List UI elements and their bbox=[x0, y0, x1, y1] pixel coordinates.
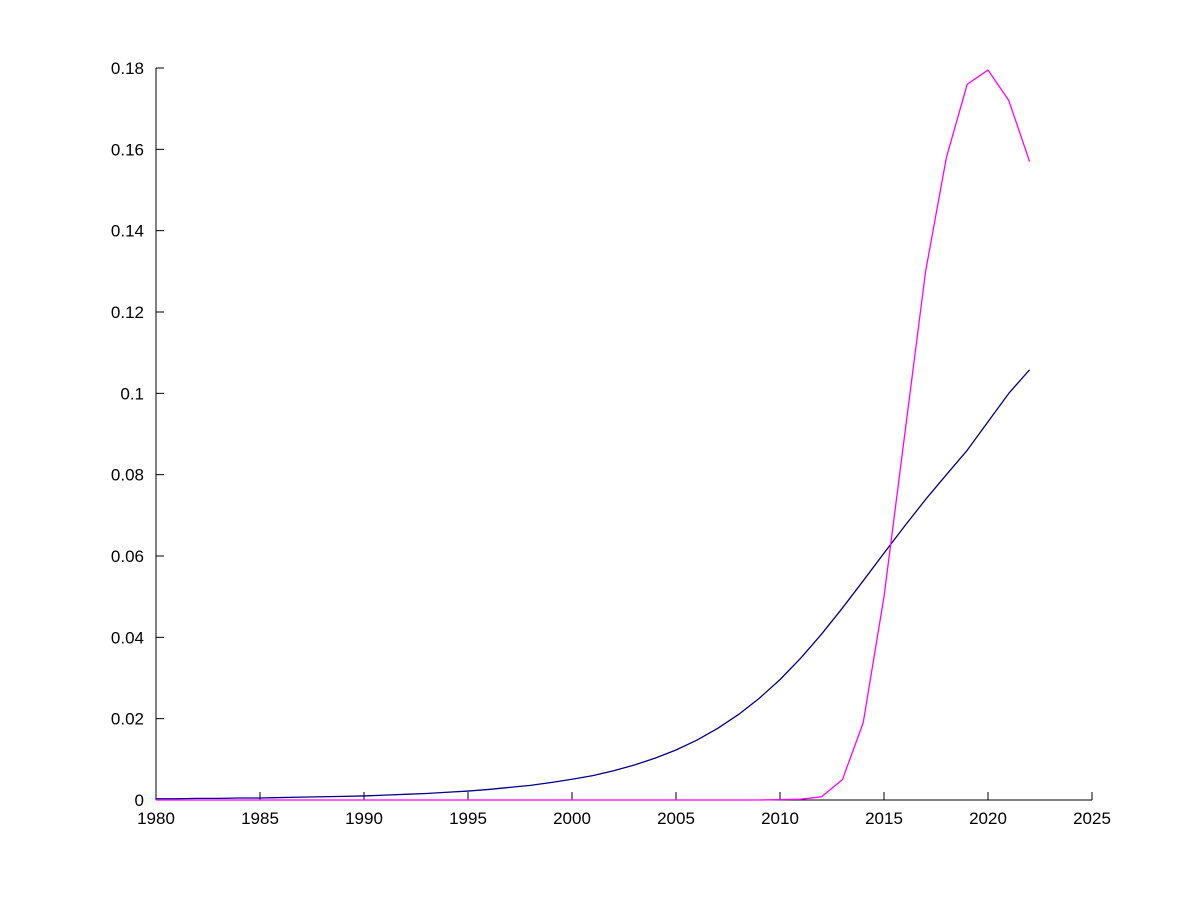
y-tick-label: 0.14 bbox=[111, 222, 144, 241]
y-tick-label: 0 bbox=[135, 791, 144, 810]
x-tick-label: 2005 bbox=[657, 809, 695, 828]
y-tick-label: 0.18 bbox=[111, 59, 144, 78]
x-tick-label: 2000 bbox=[553, 809, 591, 828]
series-line-blue bbox=[156, 369, 1031, 800]
x-tick-label: 2020 bbox=[969, 809, 1007, 828]
x-tick-label: 1985 bbox=[241, 809, 279, 828]
y-tick-label: 0.12 bbox=[111, 303, 144, 322]
x-tick-label: 1995 bbox=[449, 809, 487, 828]
y-tick-label: 0.16 bbox=[111, 140, 144, 159]
x-tick-label: 2025 bbox=[1073, 809, 1111, 828]
y-tick-label: 0.1 bbox=[120, 384, 144, 403]
x-tick-label: 2010 bbox=[761, 809, 799, 828]
y-tick-label: 0.06 bbox=[111, 547, 144, 566]
series-line-magenta bbox=[156, 69, 1031, 801]
y-tick-label: 0.04 bbox=[111, 628, 144, 647]
y-tick-label: 0.02 bbox=[111, 710, 144, 729]
x-tick-label: 1980 bbox=[137, 809, 175, 828]
y-tick-label: 0.08 bbox=[111, 466, 144, 485]
x-tick-label: 2015 bbox=[865, 809, 903, 828]
x-tick-label: 1990 bbox=[345, 809, 383, 828]
